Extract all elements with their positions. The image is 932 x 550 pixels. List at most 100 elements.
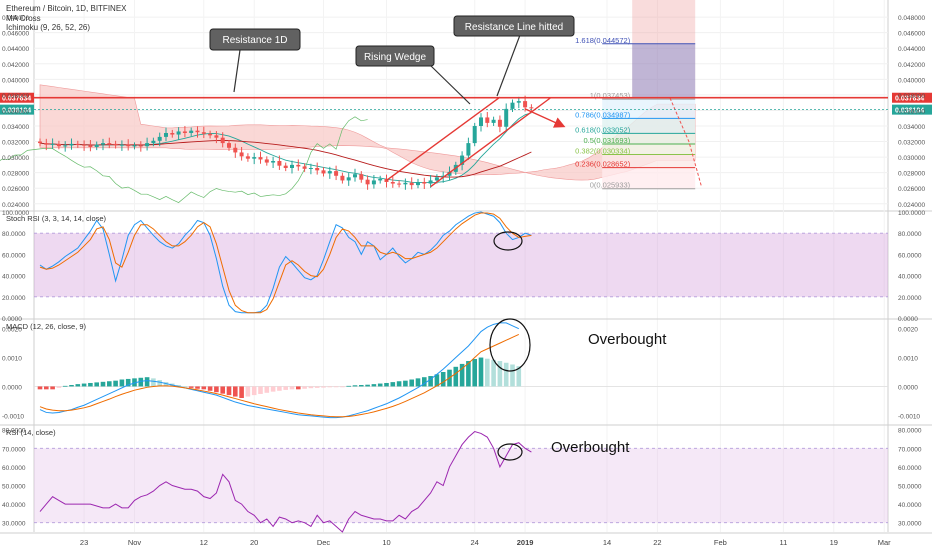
pane-tick-right: 60.0000 <box>898 465 922 472</box>
pane-tick-right: 30.0000 <box>898 521 922 528</box>
candle-body <box>491 119 496 123</box>
pane-tick-right: -0.0010 <box>898 413 920 420</box>
fib-band <box>602 143 696 155</box>
candle-body <box>428 180 433 184</box>
wedge-upper-line <box>386 96 501 182</box>
pane-tick-right: 80.0000 <box>898 231 922 238</box>
macd-pane[interactable]: 0.0020 0.0020 0.0010 0.0010 0.0000 0.0000 -0.0… <box>0 322 932 426</box>
macd-histogram-bar <box>251 386 257 396</box>
price-tick-right: 0.032000 <box>898 140 925 147</box>
macd-histogram-bar <box>390 382 396 387</box>
candle-body <box>220 137 225 144</box>
stoch-rsi-pane[interactable]: 100.0000 100.0000 80.0000 80.0000 60.0000 60.… <box>0 210 932 323</box>
candle-body <box>378 178 383 181</box>
pane-tick-left: 20.0000 <box>2 295 26 302</box>
chikou-span-line <box>0 116 368 203</box>
label-overbought-macd: Overbought <box>588 331 667 348</box>
rsi-pane[interactable]: 80.0000 80.0000 70.0000 70.0000 60.0000 60.00… <box>0 428 932 534</box>
candle-body <box>69 143 74 146</box>
x-tick-label: 12 <box>200 538 208 547</box>
macd-histogram-bar <box>289 386 295 390</box>
price-tick-right: 0.028000 <box>898 171 925 178</box>
chart-title: Ethereum / Bitcoin, 1D, BITFINEX <box>6 4 127 13</box>
candle-body <box>151 140 156 144</box>
indicator-line <box>39 333 520 418</box>
macd-histogram-bar <box>75 384 81 387</box>
price-tick-left: 0.036000 <box>2 108 29 115</box>
bearish-arrow <box>524 108 566 128</box>
fib-upper-shade <box>632 0 696 98</box>
macd-histogram-bar <box>371 384 377 387</box>
macd-histogram-bar <box>302 386 307 389</box>
macd-histogram-bar <box>277 386 282 391</box>
macd-histogram-bar <box>503 362 509 387</box>
fib-band <box>602 154 696 168</box>
macd-histogram-bar <box>365 384 370 387</box>
candle-body <box>371 180 376 185</box>
macd-histogram-bar <box>296 386 301 390</box>
macd-histogram-bar <box>478 357 484 387</box>
macd-histogram-bar <box>321 386 326 388</box>
candle-body <box>529 107 534 109</box>
macd-histogram-bar <box>314 386 320 388</box>
price-tick-left: 0.038000 <box>2 93 29 100</box>
fib-level-label: 1.618(0.044572) <box>575 36 631 45</box>
price-tick-left: 0.024000 <box>2 202 29 209</box>
pane-tick-right: 40.0000 <box>898 274 922 281</box>
macd-histogram-bar <box>377 383 383 387</box>
pane-tick-left: 50.0000 <box>2 484 26 491</box>
macd-histogram-bar <box>283 386 288 390</box>
candle-body <box>195 130 200 133</box>
macd-histogram-bar <box>472 359 477 387</box>
macd-histogram-bar <box>491 359 496 387</box>
candle-body <box>479 117 483 126</box>
candle-body <box>252 157 257 159</box>
macd-histogram-bar <box>510 364 515 387</box>
x-tick-label: 24 <box>471 538 479 547</box>
macd-histogram-bar <box>56 386 62 388</box>
candle-body <box>157 136 162 141</box>
indicator-ichimoku[interactable]: Ichimoku (9, 26, 52, 26) <box>6 23 90 32</box>
callout-resistance-1d[interactable]: Resistance 1D <box>209 28 301 93</box>
indicator-ma-cross[interactable]: MA Cross <box>6 14 41 23</box>
macd-histogram-bar <box>157 380 162 387</box>
candle-body <box>390 182 395 184</box>
macd-histogram-bar <box>163 382 169 387</box>
label-rising-wedge: Rising Wedge <box>364 52 427 63</box>
pane-tick-left: 40.0000 <box>2 274 26 281</box>
callout-rising-wedge[interactable]: Rising Wedge <box>355 45 471 105</box>
candle-body <box>132 145 137 147</box>
macd-histogram-bar <box>308 386 314 389</box>
pane-tick-left: 80.0000 <box>2 428 26 435</box>
macd-histogram-bar <box>403 380 408 387</box>
price-tick-left: 0.032000 <box>2 140 29 147</box>
fibonacci-zone: 1.618(0.044572) 1(0.037453) 0.786(0.034987… <box>575 0 702 190</box>
price-y-axis[interactable]: 0.048000 0.048000 0.046000 0.046000 0.044000… <box>2 15 925 209</box>
time-x-axis[interactable]: 23 Nov 12 20 Dec 10 24 2019 14 22 Feb 11 19 Mar <box>0 532 932 547</box>
price-tick-right: 0.046000 <box>898 31 925 38</box>
pane-title: MACD (12, 26, close, 9) <box>6 322 87 331</box>
fib-level-label: 0.618(0.033052) <box>575 125 631 134</box>
candle-body <box>397 183 402 185</box>
candle-body <box>264 159 269 163</box>
wedge-lower-line <box>430 97 551 188</box>
candle-body <box>233 147 238 153</box>
callout-resistance-line-hitted[interactable]: Resistance Line hitted <box>453 15 575 97</box>
macd-histogram-bar <box>100 381 106 387</box>
macd-histogram-bar <box>195 386 200 389</box>
pane-tick-left: 0.0000 <box>2 316 22 323</box>
pane-tick-right: 70.0000 <box>898 446 922 453</box>
macd-histogram-bar <box>270 386 276 392</box>
indicator-band <box>34 233 888 297</box>
drawing-overlays: 0.037634 0.037634 0.036104 0.036104 <box>0 92 932 188</box>
candle-body <box>460 155 465 165</box>
price-tick-right: 0.040000 <box>898 77 925 84</box>
price-tick-right: 0.042000 <box>898 62 925 69</box>
macd-histogram-bar <box>94 382 99 387</box>
pane-tick-left: 60.0000 <box>2 465 26 472</box>
macd-histogram-bar <box>233 386 238 397</box>
candle-body <box>126 144 131 147</box>
price-badge-right-text: 0.036104 <box>895 108 924 115</box>
macd-histogram-bar <box>346 385 351 387</box>
